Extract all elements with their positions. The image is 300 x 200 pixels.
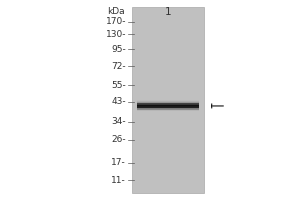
- Text: 72-: 72-: [112, 62, 126, 71]
- Bar: [136, 105, 199, 106]
- Bar: [136, 103, 199, 104]
- Text: 26-: 26-: [112, 135, 126, 144]
- Bar: [136, 103, 199, 104]
- Bar: [132, 7, 204, 193]
- Text: 55-: 55-: [111, 81, 126, 90]
- Bar: [136, 100, 199, 101]
- Bar: [136, 109, 199, 110]
- Text: 43-: 43-: [112, 97, 126, 106]
- Text: 1: 1: [165, 7, 171, 17]
- Text: 170-: 170-: [106, 17, 126, 26]
- Bar: [136, 107, 199, 108]
- Text: 17-: 17-: [111, 158, 126, 167]
- Text: 130-: 130-: [106, 30, 126, 39]
- Bar: [136, 104, 199, 105]
- Bar: [136, 107, 199, 108]
- Bar: [136, 110, 199, 111]
- Bar: [136, 105, 199, 106]
- Text: 95-: 95-: [111, 45, 126, 54]
- Bar: [136, 108, 199, 109]
- Bar: [136, 102, 199, 103]
- Text: kDa: kDa: [107, 7, 124, 16]
- Bar: [136, 106, 199, 107]
- Bar: [136, 101, 199, 102]
- Text: 11-: 11-: [111, 176, 126, 185]
- Text: 34-: 34-: [112, 117, 126, 126]
- Bar: [136, 109, 199, 110]
